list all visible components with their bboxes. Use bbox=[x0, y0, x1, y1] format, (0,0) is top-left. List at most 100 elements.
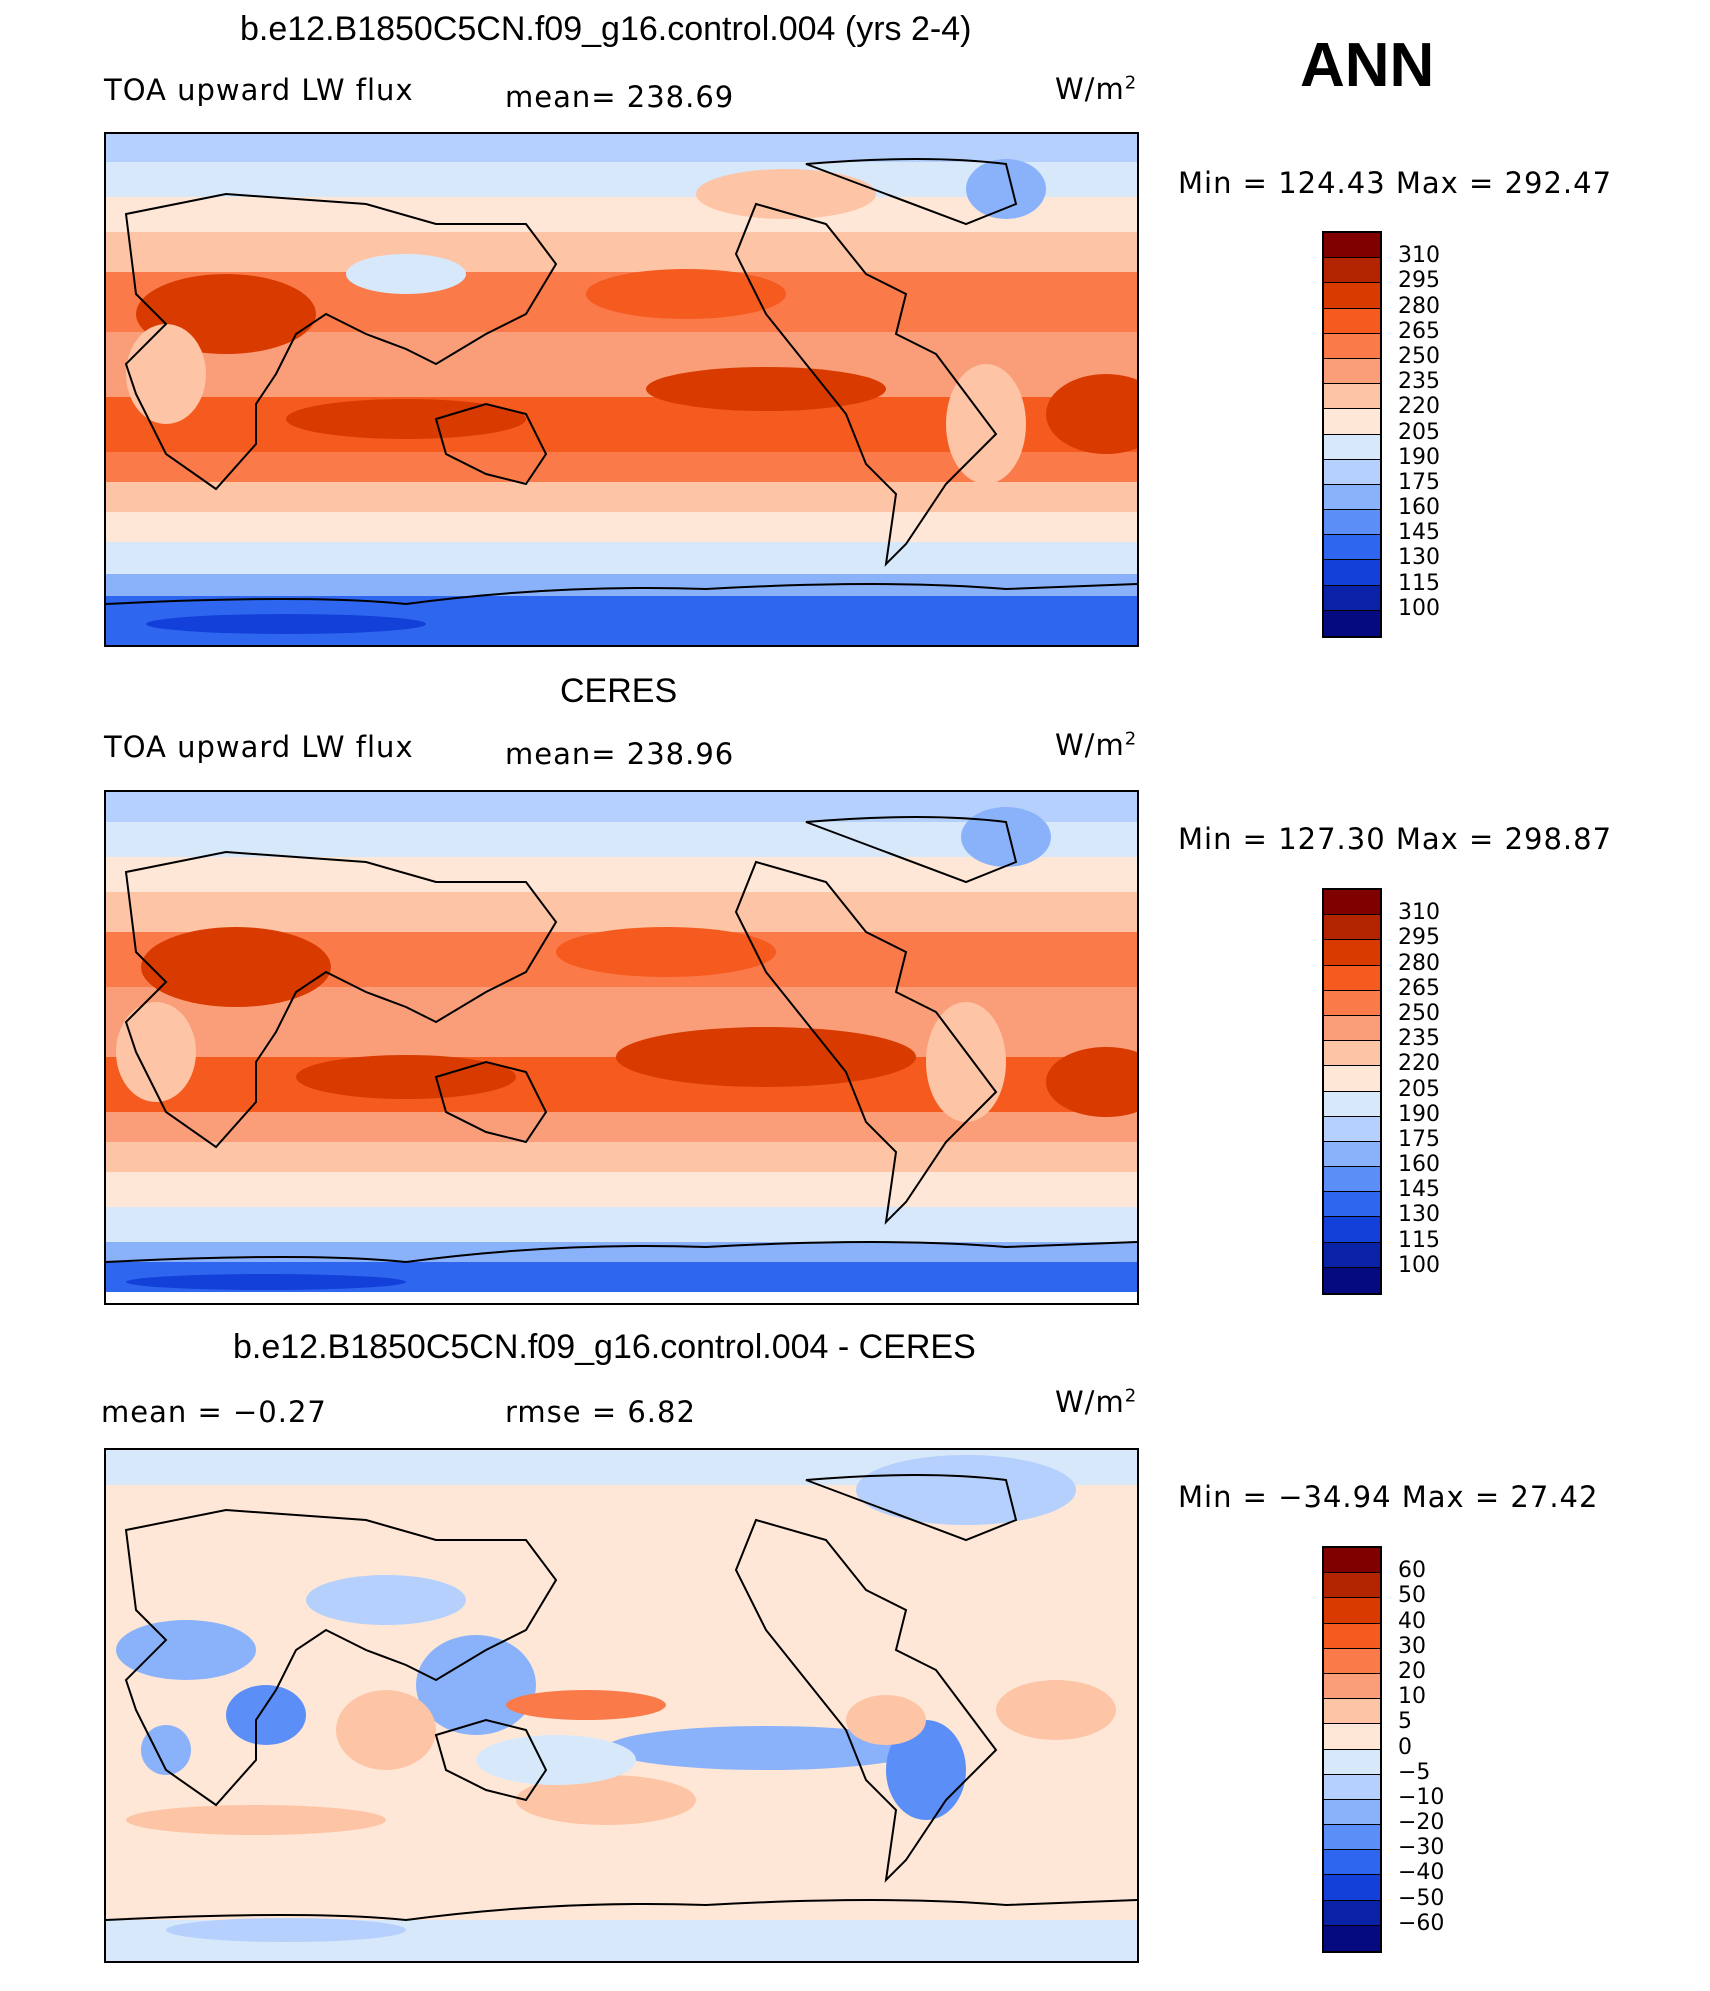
colorbar-swatch bbox=[1324, 1598, 1380, 1624]
panel1-minmax: Min = 124.43 Max = 292.47 bbox=[1178, 166, 1613, 200]
colorbar-tick-label: 60 bbox=[1398, 1558, 1426, 1584]
colorbar-swatch bbox=[1324, 940, 1380, 966]
colorbar-swatch bbox=[1324, 1699, 1380, 1725]
colorbar-tick-label: 160 bbox=[1398, 1152, 1440, 1178]
panel2-variable-label: TOA upward LW flux bbox=[104, 730, 414, 764]
colorbar-swatch bbox=[1324, 965, 1380, 991]
colorbar-swatch bbox=[1324, 1242, 1380, 1268]
panel2-title: CERES bbox=[560, 672, 678, 710]
colorbar-swatch bbox=[1324, 1648, 1380, 1674]
panel2-mean-label: mean= 238.96 bbox=[505, 737, 735, 771]
colorbar-tick-label: −20 bbox=[1398, 1810, 1445, 1836]
panel3-map bbox=[104, 1448, 1139, 1963]
colorbar-swatch bbox=[1324, 915, 1380, 941]
colorbar-swatch bbox=[1324, 535, 1380, 561]
colorbar-tick-label: 100 bbox=[1398, 595, 1440, 621]
colorbar-tick-label: 190 bbox=[1398, 1101, 1440, 1127]
colorbar-swatch bbox=[1324, 384, 1380, 410]
colorbar-tick-label: −10 bbox=[1398, 1784, 1445, 1810]
colorbar-tick-label: 280 bbox=[1398, 950, 1440, 976]
colorbar-swatch bbox=[1324, 1900, 1380, 1926]
colorbar-tick-label: −50 bbox=[1398, 1885, 1445, 1911]
colorbar-swatch bbox=[1324, 1091, 1380, 1117]
panel1-colorbar bbox=[1322, 231, 1382, 638]
colorbar-swatch bbox=[1324, 434, 1380, 460]
colorbar-swatch bbox=[1324, 333, 1380, 359]
colorbar-swatch bbox=[1324, 1623, 1380, 1649]
colorbar-tick-label: 10 bbox=[1398, 1684, 1426, 1710]
colorbar-tick-label: −60 bbox=[1398, 1910, 1445, 1936]
colorbar-swatch bbox=[1324, 1925, 1380, 1951]
colorbar-tick-label: −30 bbox=[1398, 1835, 1445, 1861]
colorbar-swatch bbox=[1324, 1167, 1380, 1193]
colorbar-tick-label: 295 bbox=[1398, 268, 1440, 294]
panel1-mean-label: mean= 238.69 bbox=[505, 80, 735, 114]
colorbar-swatch bbox=[1324, 585, 1380, 611]
colorbar-tick-label: 235 bbox=[1398, 369, 1440, 395]
panel2-map bbox=[104, 790, 1139, 1305]
colorbar-swatch bbox=[1324, 1015, 1380, 1042]
colorbar-swatch bbox=[1324, 610, 1380, 636]
colorbar-tick-label: 145 bbox=[1398, 520, 1440, 546]
panel1-variable-label: TOA upward LW flux bbox=[104, 73, 414, 107]
colorbar-swatch bbox=[1324, 1548, 1380, 1574]
panel3-minmax: Min = −34.94 Max = 27.42 bbox=[1178, 1480, 1599, 1514]
colorbar-swatch bbox=[1324, 1116, 1380, 1142]
colorbar-swatch bbox=[1324, 510, 1380, 536]
panel1-title: b.e12.B1850C5CN.f09_g16.control.004 (yrs… bbox=[240, 10, 972, 48]
colorbar-swatch bbox=[1324, 1573, 1380, 1599]
colorbar-swatch bbox=[1324, 1041, 1380, 1067]
colorbar-swatch bbox=[1324, 1141, 1380, 1168]
colorbar-swatch bbox=[1324, 1066, 1380, 1092]
colorbar-tick-label: 280 bbox=[1398, 293, 1440, 319]
colorbar-tick-label: 130 bbox=[1398, 1202, 1440, 1228]
colorbar-swatch bbox=[1324, 890, 1380, 916]
colorbar-tick-label: 130 bbox=[1398, 545, 1440, 571]
season-label: ANN bbox=[1300, 31, 1435, 100]
colorbar-tick-label: 250 bbox=[1398, 343, 1440, 369]
colorbar-tick-label: 250 bbox=[1398, 1000, 1440, 1026]
colorbar-tick-label: 310 bbox=[1398, 900, 1440, 926]
colorbar-tick-label: 30 bbox=[1398, 1633, 1426, 1659]
colorbar-swatch bbox=[1324, 1749, 1380, 1775]
colorbar-swatch bbox=[1324, 1825, 1380, 1851]
colorbar-tick-label: 220 bbox=[1398, 1051, 1440, 1077]
colorbar-tick-label: 20 bbox=[1398, 1658, 1426, 1684]
colorbar-tick-label: 205 bbox=[1398, 419, 1440, 445]
colorbar-tick-label: 265 bbox=[1398, 975, 1440, 1001]
colorbar-tick-label: 175 bbox=[1398, 1126, 1440, 1152]
colorbar-swatch bbox=[1324, 990, 1380, 1016]
colorbar-tick-label: 310 bbox=[1398, 243, 1440, 269]
colorbar-swatch bbox=[1324, 358, 1380, 385]
colorbar-tick-label: 0 bbox=[1398, 1734, 1412, 1760]
colorbar-swatch bbox=[1324, 258, 1380, 284]
colorbar-swatch bbox=[1324, 560, 1380, 586]
colorbar-tick-label: 160 bbox=[1398, 495, 1440, 521]
colorbar-tick-label: 145 bbox=[1398, 1177, 1440, 1203]
colorbar-tick-label: 205 bbox=[1398, 1076, 1440, 1102]
panel2-units: W/m2 bbox=[1055, 728, 1138, 762]
colorbar-swatch bbox=[1324, 1799, 1380, 1826]
colorbar-swatch bbox=[1324, 409, 1380, 435]
colorbar-tick-label: 5 bbox=[1398, 1709, 1412, 1735]
colorbar-tick-label: 115 bbox=[1398, 1227, 1440, 1253]
colorbar-swatch bbox=[1324, 1267, 1380, 1293]
panel3-title: b.e12.B1850C5CN.f09_g16.control.004 - CE… bbox=[233, 1328, 976, 1366]
colorbar-tick-label: −5 bbox=[1398, 1759, 1431, 1785]
colorbar-tick-label: 175 bbox=[1398, 469, 1440, 495]
colorbar-swatch bbox=[1324, 484, 1380, 511]
colorbar-tick-label: −40 bbox=[1398, 1860, 1445, 1886]
colorbar-tick-label: 235 bbox=[1398, 1026, 1440, 1052]
colorbar-swatch bbox=[1324, 308, 1380, 334]
colorbar-swatch bbox=[1324, 1217, 1380, 1243]
colorbar-tick-label: 295 bbox=[1398, 925, 1440, 951]
panel3-units: W/m2 bbox=[1055, 1385, 1138, 1419]
colorbar-swatch bbox=[1324, 1774, 1380, 1800]
colorbar-swatch bbox=[1324, 283, 1380, 309]
colorbar-tick-label: 50 bbox=[1398, 1583, 1426, 1609]
colorbar-swatch bbox=[1324, 233, 1380, 259]
colorbar-swatch bbox=[1324, 1850, 1380, 1876]
panel2-colorbar bbox=[1322, 888, 1382, 1295]
panel1-units: W/m2 bbox=[1055, 72, 1138, 106]
panel1-map bbox=[104, 132, 1139, 647]
